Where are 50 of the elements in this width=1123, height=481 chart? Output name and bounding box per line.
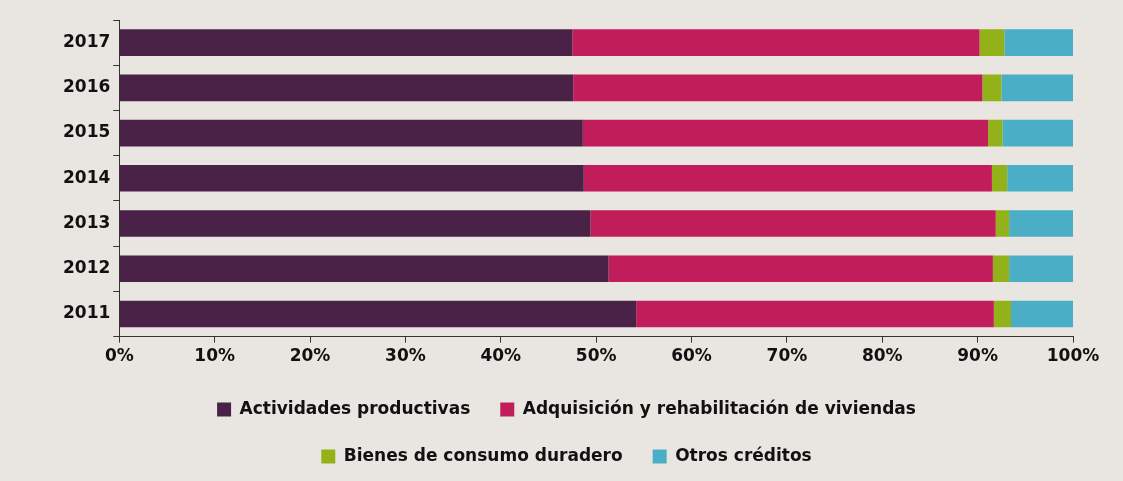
legend-label: Bienes de consumo duradero (343, 444, 623, 465)
bar (1001, 74, 1073, 102)
bar (982, 74, 1002, 102)
bar (1009, 255, 1073, 283)
legend-label: Actividades productivas (239, 397, 471, 418)
y-tick-label: 2014 (62, 166, 111, 187)
bar (608, 255, 993, 283)
x-tick-label: 40% (480, 345, 522, 366)
bar (992, 255, 1010, 283)
legend-label: Adquisición y rehabilitación de viviendas (522, 397, 916, 418)
bar (119, 164, 584, 192)
bar (979, 29, 1005, 56)
bar (991, 164, 1008, 192)
bar (119, 255, 609, 283)
y-tick-label: 2016 (62, 76, 111, 97)
bar (988, 119, 1003, 147)
y-tick-label: 2015 (62, 121, 111, 142)
bar (993, 300, 1012, 328)
bar (119, 29, 573, 56)
y-tick-label: 2017 (62, 31, 111, 52)
bar (583, 164, 992, 192)
y-tick-label: 2013 (62, 211, 111, 232)
bar (582, 119, 989, 147)
bar (119, 119, 583, 147)
bar (1009, 210, 1073, 237)
bar (1011, 300, 1073, 328)
bar (119, 300, 637, 328)
bar (119, 210, 591, 237)
bar (119, 74, 574, 102)
bar (572, 29, 980, 56)
x-tick-label: 20% (289, 345, 331, 366)
x-tick-label: 80% (861, 345, 903, 366)
bar (1007, 164, 1073, 192)
bar (1004, 29, 1073, 56)
x-tick-label: 30% (385, 345, 426, 366)
bar (573, 74, 983, 102)
x-tick-label: 60% (671, 345, 712, 366)
bar (995, 210, 1010, 237)
x-tick-label: 0% (104, 345, 134, 366)
y-tick-label: 2012 (62, 257, 111, 278)
y-tick-label: 2011 (62, 302, 111, 323)
bar (636, 300, 994, 328)
x-tick-label: 100% (1046, 345, 1100, 366)
bar (1002, 119, 1073, 147)
x-tick-label: 50% (575, 345, 617, 366)
legend-label: Otros créditos (675, 444, 812, 465)
bar (590, 210, 996, 237)
x-tick-label: 90% (957, 345, 998, 366)
x-tick-label: 70% (766, 345, 808, 366)
x-tick-label: 10% (194, 345, 236, 366)
